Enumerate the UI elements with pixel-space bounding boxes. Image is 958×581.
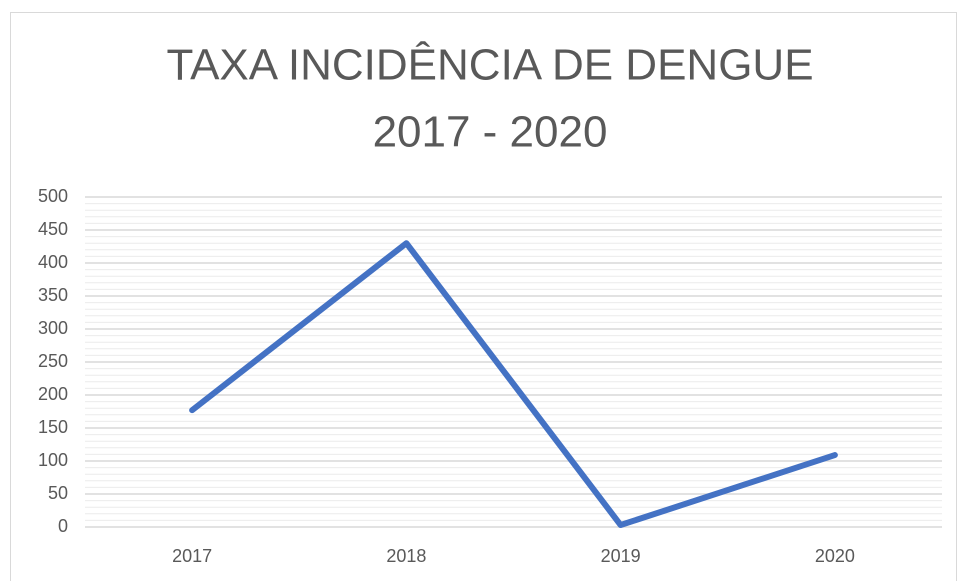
y-tick-label: 400 (38, 252, 68, 272)
x-tick-label: 2018 (386, 546, 426, 566)
y-tick-label: 0 (58, 516, 68, 536)
chart-title: TAXA INCIDÊNCIA DE DENGUE (166, 41, 813, 90)
y-tick-label: 450 (38, 219, 68, 239)
y-tick-label: 300 (38, 318, 68, 338)
chart-subtitle: 2017 - 2020 (373, 108, 608, 157)
x-tick-label: 2019 (601, 546, 641, 566)
y-tick-label: 150 (38, 417, 68, 437)
data-line (189, 240, 838, 529)
y-tick-label: 200 (38, 384, 68, 404)
y-tick-label: 500 (38, 186, 68, 206)
x-tick-label: 2020 (815, 546, 855, 566)
y-tick-label: 100 (38, 450, 68, 470)
y-tick-label: 250 (38, 351, 68, 371)
y-tick-label: 350 (38, 285, 68, 305)
y-tick-label: 50 (48, 483, 68, 503)
x-tick-label: 2017 (172, 546, 212, 566)
